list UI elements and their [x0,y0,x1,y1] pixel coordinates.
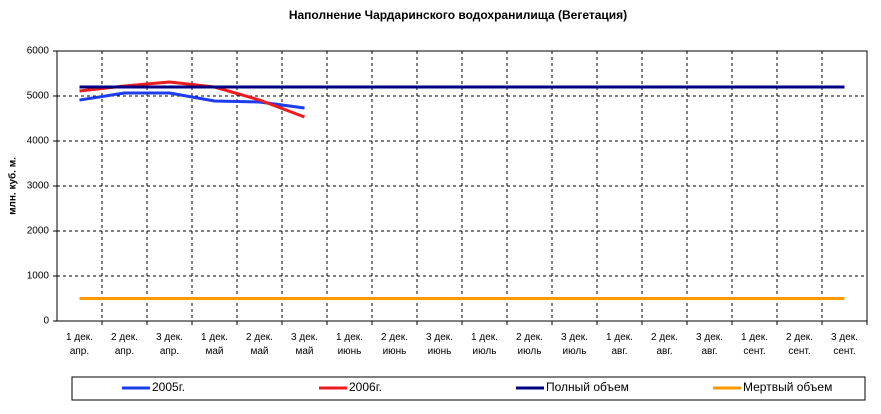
x-tick-label-line: сент. [833,346,855,357]
x-tick-label-line: сент. [788,346,810,357]
y-tick-label: 4000 [27,136,50,147]
x-tick-label-line: апр. [160,346,179,357]
x-tick-label-line: 3 дек. [831,332,858,343]
x-tick-label-line: 3 дек. [696,332,723,343]
x-tick-label-line: июнь [338,346,362,357]
legend-label: Мертвый объем [743,380,832,394]
x-tick-label: 3 дек. апр. [156,332,183,357]
x-tick-label-line: июнь [383,346,407,357]
x-tick-label-line: 1 дек. [471,332,498,343]
legend-label: 2006г. [349,380,382,394]
x-tick-label-line: июль [518,346,542,357]
x-tick-label-line: 1 дек. [741,332,768,343]
x-tick-label: 1 дек. авг. [606,332,633,357]
x-tick-label-line: 2 дек. [651,332,678,343]
x-tick-label-line: июнь [428,346,452,357]
x-tick-label-line: май [295,346,313,357]
legend-box [71,376,866,401]
x-tick-label: 1 дек. июнь [336,332,363,357]
y-tick-label: 6000 [27,46,50,57]
x-tick-label: 2 дек. май [246,332,273,357]
y-tick-label: 5000 [27,91,50,102]
x-tick-label: 3 дек. сент. [831,332,858,357]
x-tick-label: 2 дек. сент. [786,332,813,357]
x-tick-label: 3 дек. июнь [426,332,453,357]
y-axis-label: млн. куб. м. [7,157,19,215]
x-tick-label-line: 3 дек. [156,332,183,343]
x-tick-label: 1 дек. сент. [741,332,768,357]
x-tick-label-line: июль [563,346,587,357]
x-tick-label: 1 дек. май [201,332,228,357]
legend-label: Полный объем [546,380,629,394]
x-tick-label: 2 дек. авг. [651,332,678,357]
y-tick-label: 1000 [27,271,50,282]
y-tick-label: 0 [43,316,49,327]
x-tick-label-line: апр. [70,346,89,357]
legend-label: 2005г. [152,380,185,394]
chart-title: Наполнение Чардаринского водохранилища (… [289,8,627,22]
x-tick-label: 2 дек. апр. [111,332,138,357]
x-tick-label-line: июль [473,346,497,357]
x-tick-label-line: 2 дек. [111,332,138,343]
x-tick-label-line: 3 дек. [426,332,453,343]
x-tick-label: 3 дек. май [291,332,318,357]
y-tick-label: 3000 [27,181,50,192]
x-tick-label-line: 2 дек. [381,332,408,343]
x-tick-label-line: 3 дек. [291,332,318,343]
x-tick-label-line: 2 дек. [246,332,273,343]
x-tick-label: 3 дек. июль [561,332,588,357]
x-tick-label-line: май [250,346,268,357]
x-tick-label-line: авг. [611,346,627,357]
x-tick-label-line: авг. [656,346,672,357]
x-tick-label: 3 дек. авг. [696,332,723,357]
x-tick-label-line: май [205,346,223,357]
x-tick-label: 1 дек. апр. [66,332,93,357]
x-tick-label-line: 1 дек. [66,332,93,343]
x-tick-label-line: 1 дек. [606,332,633,343]
x-tick-label: 1 дек. июль [471,332,498,357]
x-tick-label-line: 1 дек. [336,332,363,343]
x-tick-label-line: 2 дек. [516,332,543,343]
x-tick-label: 2 дек. июнь [381,332,408,357]
x-tick-label-line: авг. [701,346,717,357]
x-tick-label-line: 3 дек. [561,332,588,343]
x-tick-label-line: 1 дек. [201,332,228,343]
x-tick-label-line: сент. [743,346,765,357]
x-tick-label-line: 2 дек. [786,332,813,343]
x-tick-label: 2 дек. июль [516,332,543,357]
x-tick-label-line: апр. [115,346,134,357]
y-tick-label: 2000 [27,226,50,237]
